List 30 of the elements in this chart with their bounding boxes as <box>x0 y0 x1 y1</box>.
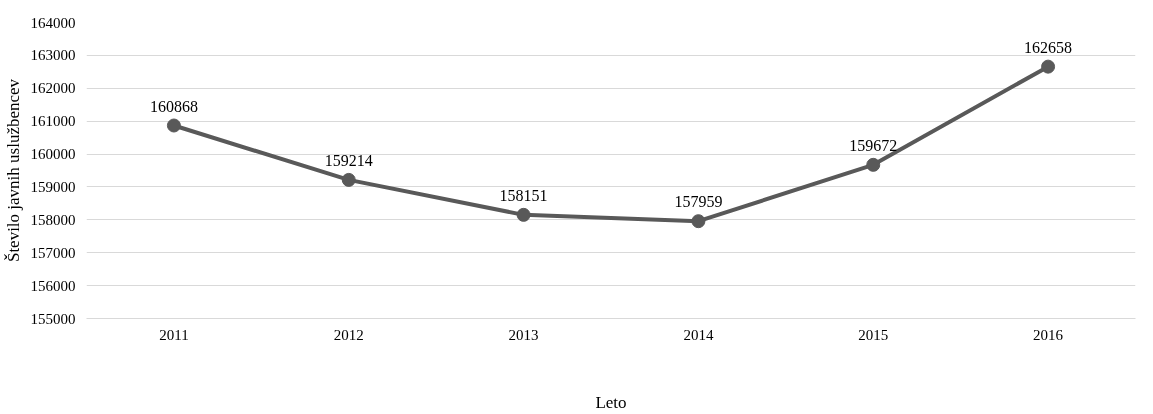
x-axis-title: Leto <box>595 392 627 412</box>
data-label: 157959 <box>674 193 723 211</box>
y-tick-label: 162000 <box>30 80 76 97</box>
y-tick-label: 163000 <box>30 47 76 64</box>
data-label: 160868 <box>149 97 198 115</box>
data-label: 159214 <box>324 151 373 169</box>
y-tick-label: 156000 <box>30 277 76 294</box>
y-tick-label: 157000 <box>30 244 76 261</box>
y-tick-label: 161000 <box>30 113 76 130</box>
point <box>691 214 706 229</box>
y-tick-label: 164000 <box>30 14 76 31</box>
x-tick-label: 2014 <box>683 326 714 343</box>
point <box>341 172 356 187</box>
y-tick-label: 155000 <box>30 310 76 327</box>
data-label: 158151 <box>499 186 548 204</box>
y-tick-label: 159000 <box>30 178 76 195</box>
point <box>516 207 531 222</box>
data-label: 162658 <box>1024 38 1073 56</box>
x-tick-label: 2013 <box>508 326 539 343</box>
point <box>1041 59 1056 74</box>
y-tick-label: 160000 <box>30 146 76 163</box>
x-tick-label: 2011 <box>159 326 189 343</box>
y-axis-title: Število javnih uslužbencev <box>3 78 23 263</box>
x-tick-label: 2016 <box>1033 326 1064 343</box>
point <box>166 118 181 133</box>
y-tick-label: 158000 <box>30 211 76 228</box>
data-label: 159672 <box>849 136 898 154</box>
x-tick-label: 2015 <box>858 326 889 343</box>
point <box>866 157 881 172</box>
x-tick-label: 2012 <box>333 326 364 343</box>
